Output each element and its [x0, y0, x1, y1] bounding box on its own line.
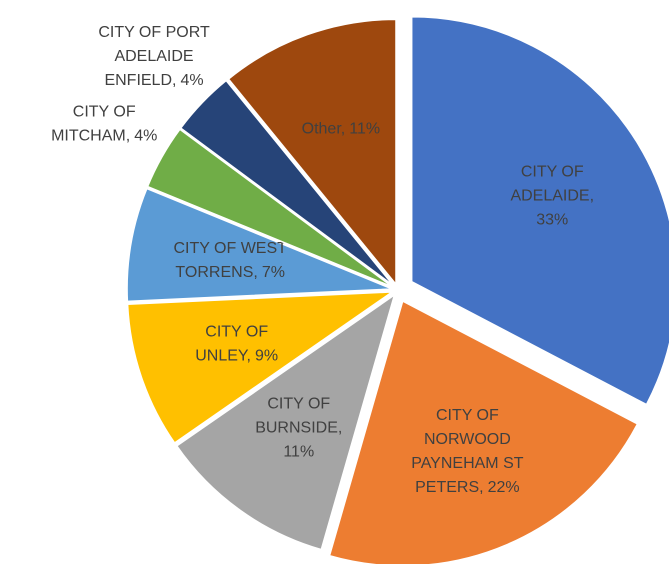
- pie-slice: [146, 128, 394, 288]
- value-label: 11%: [349, 121, 380, 138]
- data-label: CITY OF NORWOOD PAYNEHAM ST PETERS, 22%: [411, 407, 524, 496]
- pie-slice: [126, 291, 395, 445]
- value-label: 9%: [255, 348, 278, 365]
- pie-slice: [179, 79, 395, 287]
- separator: ,: [338, 420, 342, 437]
- pie-slice: [175, 293, 396, 551]
- separator: ,: [341, 121, 345, 138]
- separator: ,: [253, 264, 257, 281]
- value-label: 7%: [262, 264, 285, 281]
- data-label: Other, 11%: [302, 121, 380, 138]
- category-label: CITY OF ADELAIDE: [510, 164, 589, 205]
- separator: ,: [479, 479, 483, 496]
- data-label: CITY OF PORT ADELAIDE ENFIELD, 4%: [98, 24, 210, 89]
- value-label: 11%: [283, 444, 314, 461]
- data-label: CITY OF UNLEY, 9%: [195, 324, 278, 365]
- pie-slice: [227, 18, 397, 287]
- category-label: CITY OF MITCHAM: [51, 104, 136, 145]
- category-label: CITY OF NORWOOD PAYNEHAM ST PETERS: [411, 407, 524, 496]
- value-label: 33%: [536, 212, 568, 229]
- pie-slice: [328, 299, 639, 564]
- data-label: CITY OF ADELAIDE, 33%: [510, 164, 594, 229]
- value-label: 4%: [180, 72, 203, 89]
- value-label: 22%: [488, 479, 520, 496]
- separator: ,: [126, 128, 130, 145]
- category-label: CITY OF UNLEY: [195, 324, 268, 365]
- pie-slice: [126, 187, 393, 303]
- value-label: 4%: [134, 128, 157, 145]
- data-label: CITY OF WEST TORRENS, 7%: [173, 240, 287, 281]
- separator: ,: [247, 348, 251, 365]
- category-label: CITY OF PORT ADELAIDE ENFIELD: [98, 24, 210, 89]
- data-label: CITY OF MITCHAM, 4%: [51, 104, 157, 145]
- data-label: CITY OF BURNSIDE, 11%: [255, 396, 342, 461]
- category-label: Other: [302, 121, 343, 138]
- separator: ,: [172, 72, 176, 89]
- separator: ,: [590, 188, 594, 205]
- category-label: CITY OF WEST TORRENS: [173, 240, 287, 281]
- pie-slice: [410, 15, 669, 406]
- category-label: CITY OF BURNSIDE: [255, 396, 338, 437]
